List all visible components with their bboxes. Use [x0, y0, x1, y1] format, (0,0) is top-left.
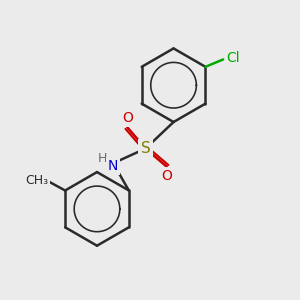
Text: S: S [141, 141, 151, 156]
Text: H: H [97, 152, 107, 165]
Text: O: O [122, 111, 133, 125]
Text: N: N [108, 159, 119, 173]
Text: CH₃: CH₃ [25, 174, 48, 187]
Text: O: O [161, 169, 172, 183]
Text: Cl: Cl [226, 51, 240, 65]
